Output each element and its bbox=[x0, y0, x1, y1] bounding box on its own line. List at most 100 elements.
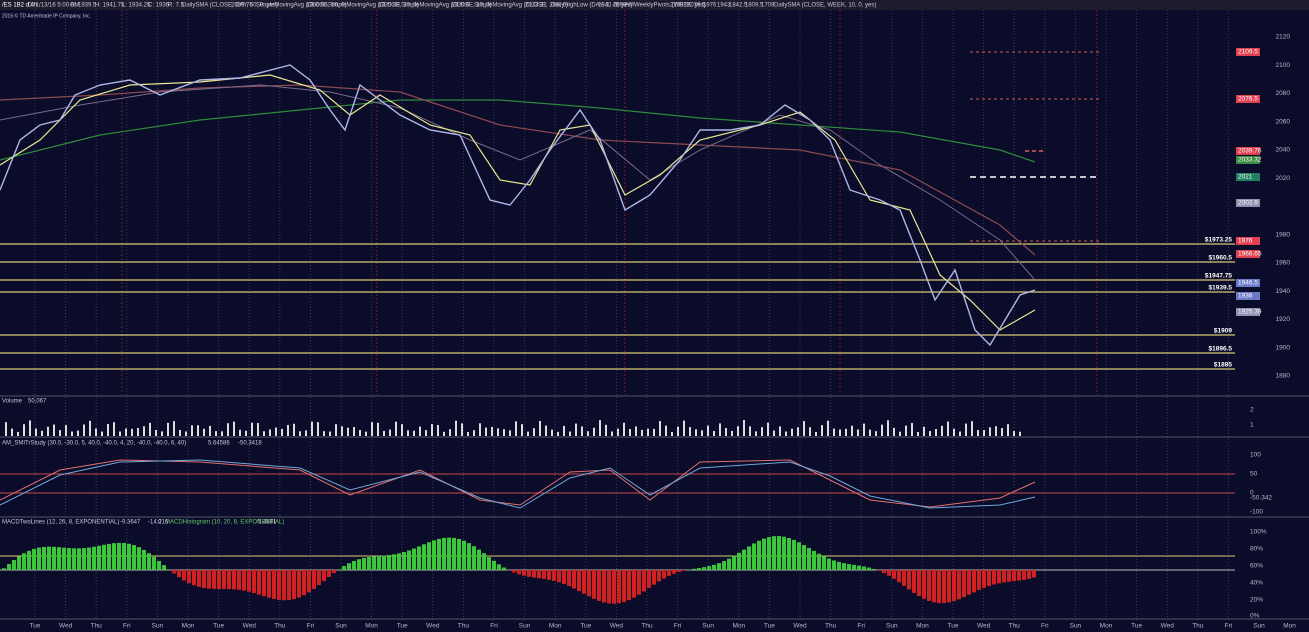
header-item: C: 1936 bbox=[148, 3, 170, 9]
macd-hist-bar bbox=[422, 544, 426, 570]
macd-hist-bar bbox=[647, 570, 651, 589]
macd-hist-bar bbox=[192, 570, 196, 586]
macd-hist-bar bbox=[242, 570, 246, 591]
macd-hist-bar bbox=[912, 570, 916, 593]
volume-bar bbox=[449, 429, 451, 436]
macd-hist-bar bbox=[592, 570, 596, 599]
macd-value: -14.216 bbox=[148, 520, 169, 526]
volume-bar bbox=[641, 429, 643, 436]
macd-hist-bar bbox=[112, 543, 116, 570]
volume-bar bbox=[827, 420, 829, 436]
macd-hist-bar bbox=[902, 570, 906, 586]
x-tick: Thu bbox=[825, 623, 837, 630]
volume-bar bbox=[281, 428, 283, 436]
price-tag bbox=[1236, 48, 1260, 56]
macd-hist-value: 5.4881 bbox=[258, 520, 277, 526]
macd-hist-bar bbox=[377, 555, 381, 570]
x-tick: Thu bbox=[1009, 623, 1021, 630]
sma-20 bbox=[0, 84, 1036, 281]
x-tick: Thu bbox=[91, 623, 103, 630]
macd-hist-bar bbox=[312, 570, 316, 589]
macd-hist-bar bbox=[807, 547, 811, 570]
price-tag bbox=[1236, 292, 1260, 300]
volume-bar bbox=[857, 429, 859, 436]
macd-hist-bar bbox=[747, 546, 751, 570]
volume-bar bbox=[461, 423, 463, 436]
volume-bar bbox=[797, 427, 799, 436]
x-tick: Thu bbox=[1192, 623, 1204, 630]
header-item: AMWeeklyPivots (WEEK, yes) bbox=[625, 3, 706, 9]
macd-hist-bar bbox=[307, 570, 311, 593]
price-tag-label: 2002.9 bbox=[1238, 200, 1258, 207]
price-tag-label: 2076.5 bbox=[1238, 96, 1258, 103]
volume-bar bbox=[443, 431, 445, 436]
volume-tick: 1 bbox=[1250, 422, 1254, 429]
x-tick: Sun bbox=[519, 623, 531, 630]
macd-hist-bar bbox=[987, 570, 991, 587]
macd-hist-bar bbox=[527, 570, 531, 577]
macd-hist-bar bbox=[862, 566, 866, 570]
volume-bar bbox=[35, 428, 37, 436]
macd-hist-bar bbox=[557, 570, 561, 583]
macd-hist-bar bbox=[462, 540, 466, 570]
volume-bar bbox=[851, 425, 853, 436]
macd-hist-bar bbox=[582, 570, 586, 594]
macd-hist-bar bbox=[552, 570, 556, 581]
volume-bar bbox=[515, 421, 517, 436]
x-tick: Mon bbox=[1283, 623, 1296, 630]
volume-bar bbox=[509, 430, 511, 436]
macd-hist-bar bbox=[397, 553, 401, 570]
macd-hist-bar bbox=[482, 553, 486, 570]
volume-bar bbox=[191, 425, 193, 436]
macd-hist-bar bbox=[997, 570, 1001, 584]
header-item: SimpleMovingAvg (CLOSE, 10, 0) bbox=[401, 3, 492, 9]
price-tag bbox=[1236, 279, 1260, 287]
macd-hist-bar bbox=[42, 546, 46, 570]
macd-hist-bar bbox=[407, 550, 411, 570]
osc-tick: 50 bbox=[1250, 471, 1258, 478]
macd-hist-bar bbox=[17, 556, 21, 570]
macd-hist-bar bbox=[622, 570, 626, 603]
macd-hist-bar bbox=[737, 552, 741, 570]
volume-bar bbox=[635, 426, 637, 436]
volume-bar bbox=[941, 425, 943, 436]
x-tick: Sun bbox=[886, 623, 898, 630]
macd-hist-bar bbox=[852, 564, 856, 570]
price-tag-label: 2021 bbox=[1238, 174, 1253, 181]
x-tick: Sun bbox=[702, 623, 714, 630]
volume-bar bbox=[869, 429, 871, 436]
volume-bar bbox=[503, 429, 505, 436]
macd-hist-bar bbox=[457, 538, 461, 570]
volume-bar bbox=[677, 426, 679, 436]
macd-hist-bar bbox=[742, 549, 746, 570]
macd-hist-bar bbox=[702, 567, 706, 570]
macd-hist-bar bbox=[802, 545, 806, 570]
header-item: 1940.25 bbox=[598, 3, 620, 9]
macd-hist-bar bbox=[637, 570, 641, 595]
osc-tick: 100 bbox=[1250, 452, 1261, 459]
header-item: 2076.5 bbox=[687, 3, 706, 9]
macd-hist-bar bbox=[847, 564, 851, 570]
header-item: SimpleMovingAvg (CLOSE, 50, 0) bbox=[256, 3, 347, 9]
macd-hist-bar bbox=[442, 537, 446, 570]
macd-hist-bar bbox=[147, 553, 151, 570]
x-tick: Fri bbox=[490, 623, 498, 630]
macd-hist-bar bbox=[1012, 570, 1016, 582]
volume-bar bbox=[545, 425, 547, 436]
volume-bar bbox=[785, 431, 787, 436]
price-tick: 2100 bbox=[1276, 62, 1291, 69]
macd-hist-bar bbox=[652, 570, 656, 585]
macd-tick: 40% bbox=[1250, 580, 1263, 587]
volume-bar bbox=[173, 421, 175, 436]
header-item: 1899 bbox=[613, 3, 627, 9]
macd-hist-bar bbox=[262, 570, 266, 597]
macd-hist-bar bbox=[907, 570, 911, 590]
macd-hist-bar bbox=[297, 570, 301, 598]
volume-bar bbox=[413, 430, 415, 436]
level-label: $1973.25 bbox=[1205, 237, 1232, 244]
volume-bar bbox=[485, 427, 487, 436]
volume-bar bbox=[593, 427, 595, 436]
x-tick: Fri bbox=[674, 623, 682, 630]
x-tick: Tue bbox=[948, 623, 959, 630]
macd-hist-bar bbox=[492, 560, 496, 570]
